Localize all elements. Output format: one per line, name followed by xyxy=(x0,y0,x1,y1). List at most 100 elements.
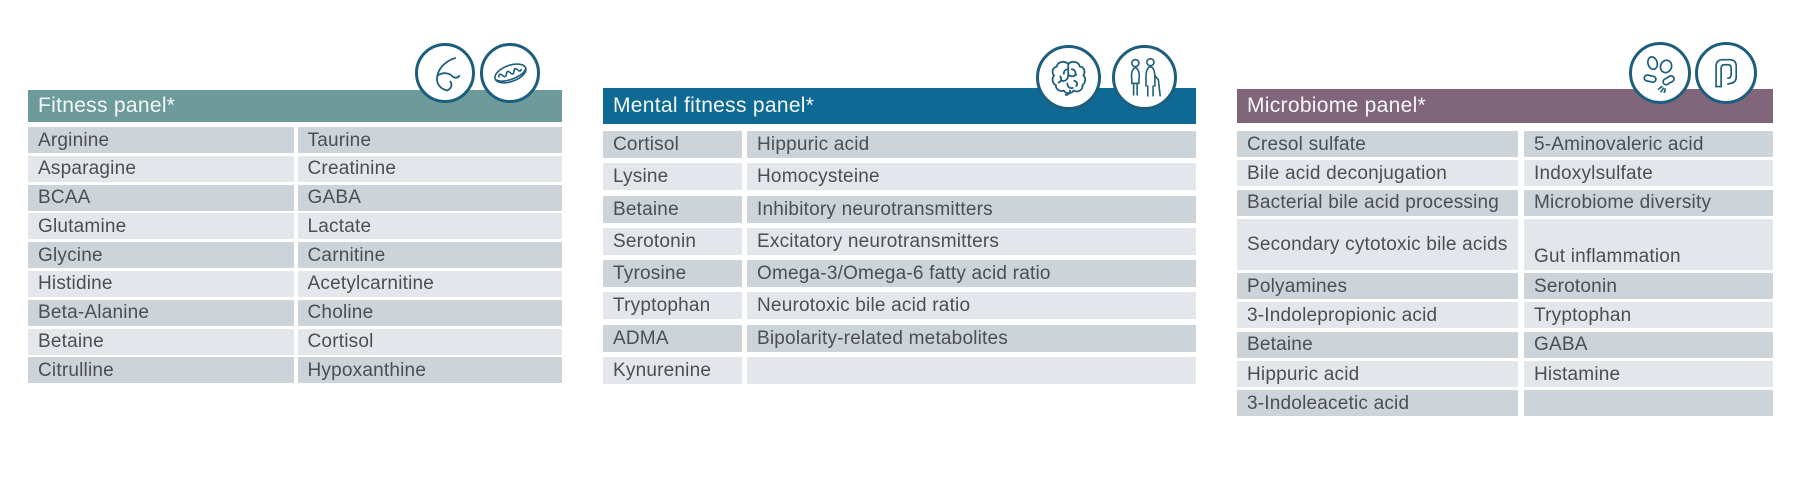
brain-icon xyxy=(1036,45,1101,110)
panel-icons xyxy=(1629,42,1757,104)
panel-title: Mental fitness panel* xyxy=(613,94,815,117)
row-cell: Histamine xyxy=(1524,361,1773,388)
row-cell: Citrulline xyxy=(28,357,294,384)
row-cell: Bile acid deconjugation xyxy=(1237,160,1518,187)
row-cell: Hippuric acid xyxy=(1237,361,1518,388)
table-row: Bile acid deconjugation Indoxylsulfate xyxy=(1237,160,1773,187)
row-cell: Betaine xyxy=(603,195,742,223)
table-row: Histidine Acetylcarnitine xyxy=(28,270,562,297)
row-cell: Serotonin xyxy=(1524,273,1773,300)
row-cell: Lysine xyxy=(603,163,742,191)
row-cell: 3-Indoleacetic acid xyxy=(1237,390,1518,417)
row-cell: Hypoxanthine xyxy=(297,357,562,384)
table-row: Cortisol Hippuric acid xyxy=(603,131,1196,158)
panel-header: Mental fitness panel* xyxy=(603,88,1196,124)
row-cell: Bacterial bile acid processing xyxy=(1237,189,1518,216)
row-cell: Omega-3/Omega-6 fatty acid ratio xyxy=(747,260,1196,288)
table-row: Betaine Cortisol xyxy=(28,328,562,355)
row-cell: Taurine xyxy=(297,127,562,153)
row-cell: GABA xyxy=(297,184,562,211)
table-row: Arginine Taurine xyxy=(28,127,562,153)
elderly-couple-icon xyxy=(1112,45,1177,110)
row-cell: Microbiome diversity xyxy=(1524,189,1773,216)
row-cell: Kynurenine xyxy=(603,357,742,385)
panel-header: Fitness panel* xyxy=(28,90,562,122)
row-cell: Gut inflammation xyxy=(1524,218,1773,270)
row-cell: Betaine xyxy=(1237,331,1518,358)
row-cell: Indoxylsulfate xyxy=(1524,160,1773,187)
table-row: Kynurenine xyxy=(603,357,1196,385)
table-row: Polyamines Serotonin xyxy=(1237,273,1773,300)
table-row: ADMA Bipolarity-related metabolites xyxy=(603,324,1196,352)
table-row: Citrulline Hypoxanthine xyxy=(28,357,562,384)
row-cell: 5-Aminovaleric acid xyxy=(1524,131,1773,157)
table-row: Betaine Inhibitory neurotransmitters xyxy=(603,195,1196,223)
panel-title: Microbiome panel* xyxy=(1247,94,1427,117)
table-row: Serotonin Excitatory neurotransmitters xyxy=(603,227,1196,255)
row-cell: Excitatory neurotransmitters xyxy=(747,227,1196,255)
table-row: 3-Indoleacetic acid xyxy=(1237,390,1773,417)
table-row: BCAA GABA xyxy=(28,184,562,211)
panel-microbiome: Microbiome panel* Cresol sulf xyxy=(1237,42,1773,420)
flexed-arm-icon xyxy=(415,43,475,103)
row-cell: Carnitine xyxy=(297,242,562,269)
row-cell: Polyamines xyxy=(1237,273,1518,300)
table-row: Betaine GABA xyxy=(1237,331,1773,358)
panel-table: Cresol sulfate 5-Aminovaleric acid Bile ac… xyxy=(1237,131,1773,417)
panel-mental-fitness: Mental fitness panel* xyxy=(603,45,1196,389)
row-cell: Secondary cytotoxic bile acids xyxy=(1237,218,1518,270)
row-cell: Betaine xyxy=(28,328,294,355)
row-cell: Acetylcarnitine xyxy=(297,270,562,297)
row-cell: 3-Indolepropionic acid xyxy=(1237,302,1518,329)
table-row: Secondary cytotoxic bile acids Gut inflam… xyxy=(1237,218,1773,270)
row-cell: Cortisol xyxy=(297,328,562,355)
row-cell: ADMA xyxy=(603,324,742,352)
row-cell: Serotonin xyxy=(603,227,742,255)
panel-header: Microbiome panel* xyxy=(1237,89,1773,123)
row-cell: Hippuric acid xyxy=(747,131,1196,158)
table-row: Tryptophan Neurotoxic bile acid ratio xyxy=(603,292,1196,320)
table-row: Asparagine Creatinine xyxy=(28,155,562,182)
table-row: Cresol sulfate 5-Aminovaleric acid xyxy=(1237,131,1773,157)
table-row: Lysine Homocysteine xyxy=(603,163,1196,191)
mitochondria-icon xyxy=(480,43,540,103)
row-cell: Histidine xyxy=(28,270,294,297)
row-cell: Tryptophan xyxy=(1524,302,1773,329)
table-row: Tyrosine Omega-3/Omega-6 fatty acid ratio xyxy=(603,260,1196,288)
row-cell: Choline xyxy=(297,299,562,326)
panel-title: Fitness panel* xyxy=(38,94,176,117)
panel-table: Cortisol Hippuric acid Lysine Homocysteine B… xyxy=(603,131,1196,385)
row-cell: Asparagine xyxy=(28,155,294,182)
row-cell xyxy=(1524,390,1773,417)
row-cell: Neurotoxic bile acid ratio xyxy=(747,292,1196,320)
row-cell: Cresol sulfate xyxy=(1237,131,1518,157)
row-cell: Tryptophan xyxy=(603,292,742,320)
row-cell: Bipolarity-related metabolites xyxy=(747,324,1196,352)
row-cell: Arginine xyxy=(28,127,294,153)
row-cell: Cortisol xyxy=(603,131,742,158)
row-cell: Creatinine xyxy=(297,155,562,182)
panel-icons xyxy=(1036,45,1177,110)
microbes-icon xyxy=(1629,42,1691,104)
table-row: Bacterial bile acid processing Microbiome… xyxy=(1237,189,1773,216)
table-row: Glutamine Lactate xyxy=(28,213,562,240)
panel-fitness: Fitness panel* xyxy=(28,43,562,386)
panel-table: Arginine Taurine Asparagine Creatinine BCAA G… xyxy=(28,127,562,384)
intestine-icon xyxy=(1695,42,1757,104)
row-cell: Glutamine xyxy=(28,213,294,240)
row-cell: Beta-Alanine xyxy=(28,299,294,326)
row-cell xyxy=(747,357,1196,385)
row-cell: GABA xyxy=(1524,331,1773,358)
table-row: Beta-Alanine Choline xyxy=(28,299,562,326)
table-row: 3-Indolepropionic acid Tryptophan xyxy=(1237,302,1773,329)
row-cell: BCAA xyxy=(28,184,294,211)
row-cell: Lactate xyxy=(297,213,562,240)
row-cell: Homocysteine xyxy=(747,163,1196,191)
panel-icons xyxy=(415,43,540,103)
table-row: Glycine Carnitine xyxy=(28,242,562,269)
row-cell: Glycine xyxy=(28,242,294,269)
row-cell: Tyrosine xyxy=(603,260,742,288)
row-cell: Inhibitory neurotransmitters xyxy=(747,195,1196,223)
table-row: Hippuric acid Histamine xyxy=(1237,361,1773,388)
